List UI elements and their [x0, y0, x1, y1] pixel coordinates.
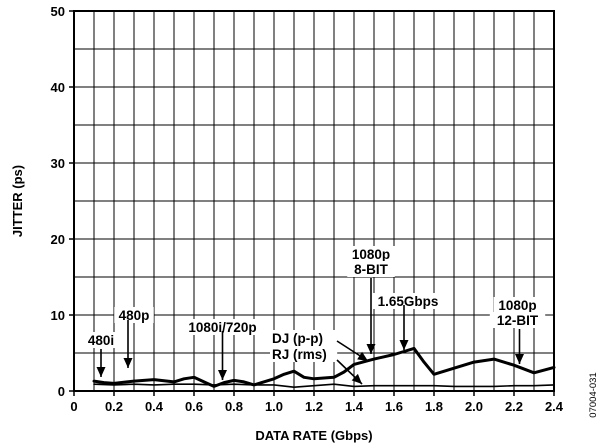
x-tick-label: 0.6: [185, 399, 203, 414]
annotation-arrow-head: [123, 358, 133, 368]
y-tick-label: 20: [51, 232, 65, 247]
x-tick-label: 1.4: [345, 399, 364, 414]
annotation-bg: [493, 297, 542, 313]
y-tick-label: 50: [51, 4, 65, 19]
annotation-label: 1080p: [352, 247, 390, 262]
callout-bg: [270, 330, 338, 346]
series-line-dj: [92, 346, 556, 388]
series-line-rj: [93, 383, 555, 389]
x-tick-label: 2.2: [505, 399, 523, 414]
x-tick-label: 2.4: [545, 399, 564, 414]
annotation-bg: [81, 332, 121, 348]
annotation-label: 1.65Gbps: [378, 294, 439, 309]
annotation-arrow-head: [96, 367, 106, 377]
annotation-label: 1080i/720p: [188, 320, 256, 335]
y-axis-label: JITTER (ps): [10, 165, 25, 237]
x-tick-label: 1.6: [385, 399, 403, 414]
annotation-bg: [179, 319, 266, 335]
figure-id: 07004-031: [588, 372, 599, 417]
y-tick-label: 10: [51, 308, 65, 323]
callout-rj-arrow-head: [351, 373, 362, 384]
x-tick-label: 1.2: [305, 399, 323, 414]
x-tick-label: 1.8: [425, 399, 443, 414]
callout-dj-arrow-head: [357, 351, 368, 361]
annotation-arrow-head: [399, 340, 409, 350]
y-tick-label: 0: [58, 384, 65, 399]
x-tick-label: 1.0: [265, 399, 283, 414]
callout-bg: [270, 346, 338, 362]
annotation-bg: [347, 261, 395, 277]
x-tick-label: 0.8: [225, 399, 243, 414]
annotation-bg: [489, 312, 546, 328]
x-axis-label: DATA RATE (Gbps): [255, 428, 372, 443]
annotation-bg: [114, 307, 154, 323]
annotation-bg: [347, 246, 395, 262]
annotation-bg: [372, 293, 444, 309]
x-tick-label: 2.0: [465, 399, 483, 414]
annotation-label: 480i: [88, 333, 114, 348]
annotation-label: 1080p: [498, 298, 536, 313]
x-tick-label: 0.4: [145, 399, 164, 414]
series-lines: [92, 346, 556, 389]
y-tick-label: 30: [51, 156, 65, 171]
y-ticks: 0 10 20 30 40 50: [51, 4, 74, 399]
x-tick-label: 0.2: [105, 399, 123, 414]
annotation-label: 12-BIT: [497, 313, 539, 328]
annotation-arrow-head: [366, 344, 376, 354]
annotation-arrow-head: [515, 354, 524, 364]
callout-rj: RJ (rms): [272, 347, 327, 362]
annotation-label: 480p: [119, 308, 150, 323]
annotation-arrow-head: [218, 370, 227, 380]
y-tick-label: 40: [51, 80, 65, 95]
callout-dj: DJ (p-p): [272, 331, 323, 346]
annotation-label: 8-BIT: [354, 262, 389, 277]
x-ticks: 0 0.2 0.4 0.6 0.8 1.0 1.2 1.4 1.6 1.8 2.0 2.2 2.4: [70, 391, 564, 414]
x-tick-label: 0: [70, 399, 77, 414]
